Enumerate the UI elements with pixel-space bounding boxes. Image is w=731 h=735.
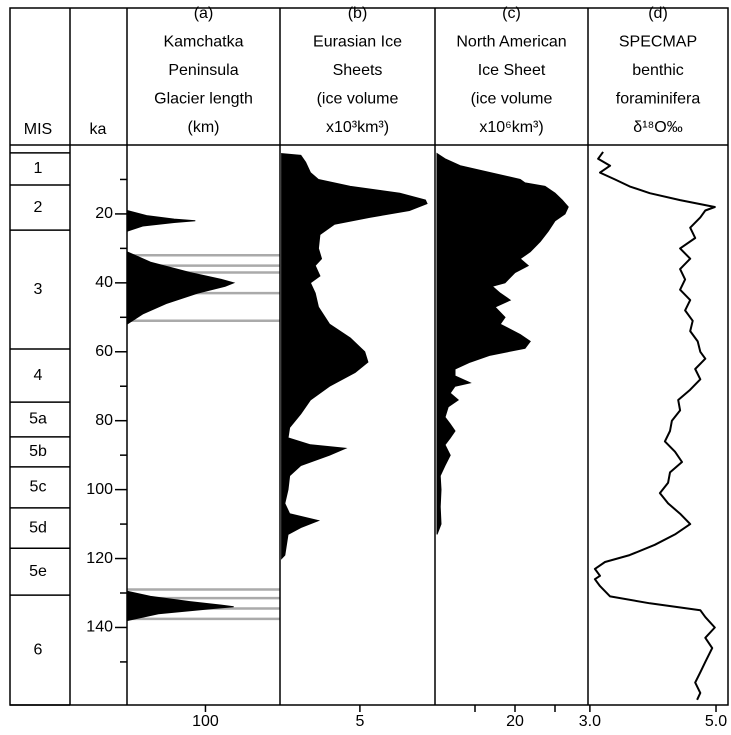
mis-label: 2 [34, 199, 43, 216]
panel-header: (c) [502, 5, 521, 22]
x-tick-label: 20 [506, 713, 524, 730]
panel-header: x10³km³) [326, 119, 389, 136]
y-tick-label: 140 [86, 619, 113, 636]
panel-header: benthic [632, 62, 684, 79]
panel-header: Eurasian Ice [313, 34, 402, 51]
frame [9, 7, 729, 706]
x-tick-label: 5.0 [705, 713, 727, 730]
y-tick-label: 120 [86, 550, 113, 567]
y-tick-label: 100 [86, 481, 113, 498]
mis-label: 5a [29, 411, 47, 428]
mis-label: 5b [29, 443, 47, 460]
ice-area [126, 209, 236, 622]
y-tick-label: 60 [95, 343, 113, 360]
mis-label: 5e [29, 563, 47, 580]
panel-header: (km) [188, 119, 220, 136]
panel-header: foraminifera [616, 91, 701, 108]
panel-header: Ice Sheet [478, 62, 546, 79]
ice-area [436, 152, 569, 535]
panel-header: Peninsula [168, 62, 238, 79]
panel-header: North American [456, 34, 566, 51]
mis-header: MIS [24, 121, 52, 138]
x-tick-label: 3.0 [579, 713, 601, 730]
y-tick-label: 20 [95, 205, 113, 222]
mis-label: 3 [34, 281, 43, 298]
ice-area [281, 153, 428, 560]
y-tick-label: 40 [95, 274, 113, 291]
panel-header: δ¹⁸O‰ [633, 119, 682, 136]
x-tick-label: 5 [355, 713, 364, 730]
mis-label: 5d [29, 519, 47, 536]
panel-header: (ice volume [471, 91, 553, 108]
mis-label: 1 [34, 160, 43, 177]
mis-label: 5c [30, 479, 47, 496]
mis-label: 6 [34, 641, 43, 658]
panel-header: (b) [348, 5, 368, 22]
panel-header: Sheets [333, 62, 383, 79]
panel-header: (ice volume [317, 91, 399, 108]
panel-header: Glacier length [154, 91, 253, 108]
panel-header: Kamchatka [163, 34, 243, 51]
panel-header: SPECMAP [619, 34, 697, 51]
age-header: ka [90, 121, 107, 138]
mis-label: 4 [34, 367, 43, 384]
panel-header: (a) [194, 5, 214, 22]
isotope-line [593, 151, 716, 701]
panel-header: (d) [648, 5, 668, 22]
y-tick-label: 80 [95, 412, 113, 429]
panel-header: x10⁶km³) [479, 119, 543, 136]
x-tick-label: 100 [192, 713, 219, 730]
